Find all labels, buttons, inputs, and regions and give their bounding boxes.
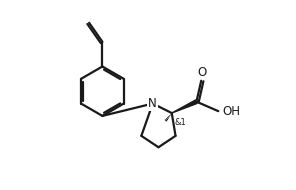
Polygon shape <box>172 100 197 113</box>
Text: OH: OH <box>222 105 240 118</box>
Text: N: N <box>148 97 157 110</box>
Text: O: O <box>197 66 207 79</box>
Text: &1: &1 <box>174 118 186 127</box>
